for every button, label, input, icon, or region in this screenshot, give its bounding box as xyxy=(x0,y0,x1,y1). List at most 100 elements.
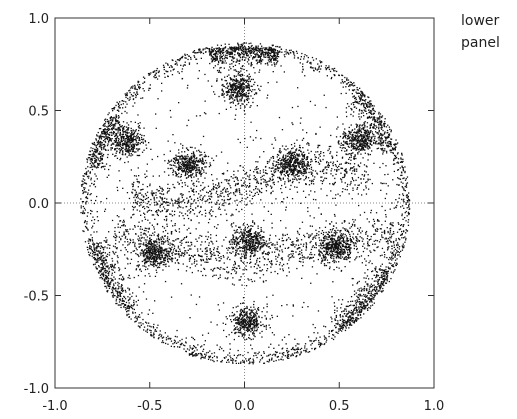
scatter-point xyxy=(380,134,382,136)
scatter-point xyxy=(135,96,137,99)
scatter-point xyxy=(297,352,299,354)
scatter-point xyxy=(255,54,257,56)
scatter-point xyxy=(135,148,138,150)
scatter-point xyxy=(94,186,97,188)
scatter-point xyxy=(228,74,230,76)
scatter-point xyxy=(331,296,333,298)
scatter-point xyxy=(115,300,117,302)
scatter-point xyxy=(98,265,100,267)
scatter-point xyxy=(127,128,129,130)
scatter-point xyxy=(99,270,101,273)
scatter-point xyxy=(244,52,247,54)
scatter-point xyxy=(374,267,376,270)
scatter-point xyxy=(379,143,381,146)
scatter-point xyxy=(378,111,380,114)
scatter-point xyxy=(312,59,315,61)
scatter-point xyxy=(234,91,236,93)
scatter-point xyxy=(347,153,349,156)
scatter-point xyxy=(125,101,127,103)
scatter-point xyxy=(277,159,279,161)
scatter-point xyxy=(111,288,113,290)
scatter-point xyxy=(92,251,94,253)
scatter-point xyxy=(263,47,265,49)
scatter-point xyxy=(327,67,329,69)
scatter-point xyxy=(109,285,111,288)
scatter-point xyxy=(180,173,183,176)
scatter-point xyxy=(129,150,132,152)
scatter-point xyxy=(359,309,361,312)
scatter-point xyxy=(216,47,219,49)
scatter-point xyxy=(107,149,109,151)
scatter-point xyxy=(363,105,365,107)
scatter-point xyxy=(350,309,353,312)
scatter-point xyxy=(306,61,308,63)
scatter-point xyxy=(89,185,91,187)
scatter-point xyxy=(348,321,350,323)
scatter-point xyxy=(123,300,125,302)
scatter-point xyxy=(350,315,352,317)
scatter-point xyxy=(309,62,311,64)
scatter-point xyxy=(92,216,94,218)
scatter-point xyxy=(383,251,385,253)
scatter-point xyxy=(350,113,352,116)
scatter-point xyxy=(394,269,396,271)
scatter-point xyxy=(180,57,182,60)
scatter-point xyxy=(200,144,202,146)
scatter-point xyxy=(336,70,338,73)
scatter-point xyxy=(127,140,130,142)
scatter-point xyxy=(113,116,115,119)
scatter-point xyxy=(378,131,380,133)
scatter-point xyxy=(379,288,381,290)
scatter-point xyxy=(343,147,345,149)
scatter-point xyxy=(390,144,392,146)
scatter-point xyxy=(353,89,356,91)
scatter-point xyxy=(179,156,181,158)
scatter-point xyxy=(371,296,373,298)
scatter-point xyxy=(135,151,137,153)
scatter-point xyxy=(251,47,254,50)
scatter-point xyxy=(93,222,95,224)
scatter-point xyxy=(340,325,342,327)
scatter-point xyxy=(213,53,216,55)
scatter-point xyxy=(397,158,400,160)
scatter-point xyxy=(250,95,252,97)
scatter-point xyxy=(88,154,90,156)
scatter-point xyxy=(108,278,110,280)
scatter-point xyxy=(357,146,359,148)
scatter-point xyxy=(244,94,246,96)
scatter-point xyxy=(104,285,106,288)
scatter-point xyxy=(104,129,106,131)
scatter-point xyxy=(150,334,153,336)
scatter-point xyxy=(279,148,281,150)
scatter-point xyxy=(211,51,213,53)
scatter-point xyxy=(185,342,187,344)
scatter-point xyxy=(119,298,121,300)
scatter-point xyxy=(273,63,276,65)
scatter-point xyxy=(114,282,117,284)
scatter-point xyxy=(368,288,371,290)
scatter-point xyxy=(287,162,289,164)
scatter-point xyxy=(116,157,119,159)
scatter-point xyxy=(408,212,410,215)
scatter-point xyxy=(320,65,322,67)
scatter-point xyxy=(282,166,284,169)
scatter-point xyxy=(87,228,89,231)
scatter-point xyxy=(405,203,407,205)
scatter-point xyxy=(356,134,359,136)
scatter-point xyxy=(297,347,299,349)
scatter-point xyxy=(246,54,248,57)
scatter-point xyxy=(222,85,224,87)
scatter-point xyxy=(197,159,200,162)
scatter-point xyxy=(233,83,235,85)
scatter-point xyxy=(122,121,125,123)
scatter-point xyxy=(351,324,353,326)
scatter-point xyxy=(145,147,148,149)
scatter-point xyxy=(345,107,348,109)
scatter-point xyxy=(350,300,352,303)
scatter-point xyxy=(377,282,379,285)
scatter-point xyxy=(362,95,364,97)
scatter-point xyxy=(110,147,112,149)
scatter-point xyxy=(116,101,118,103)
scatter-point xyxy=(241,53,243,55)
scatter-point xyxy=(135,295,137,297)
